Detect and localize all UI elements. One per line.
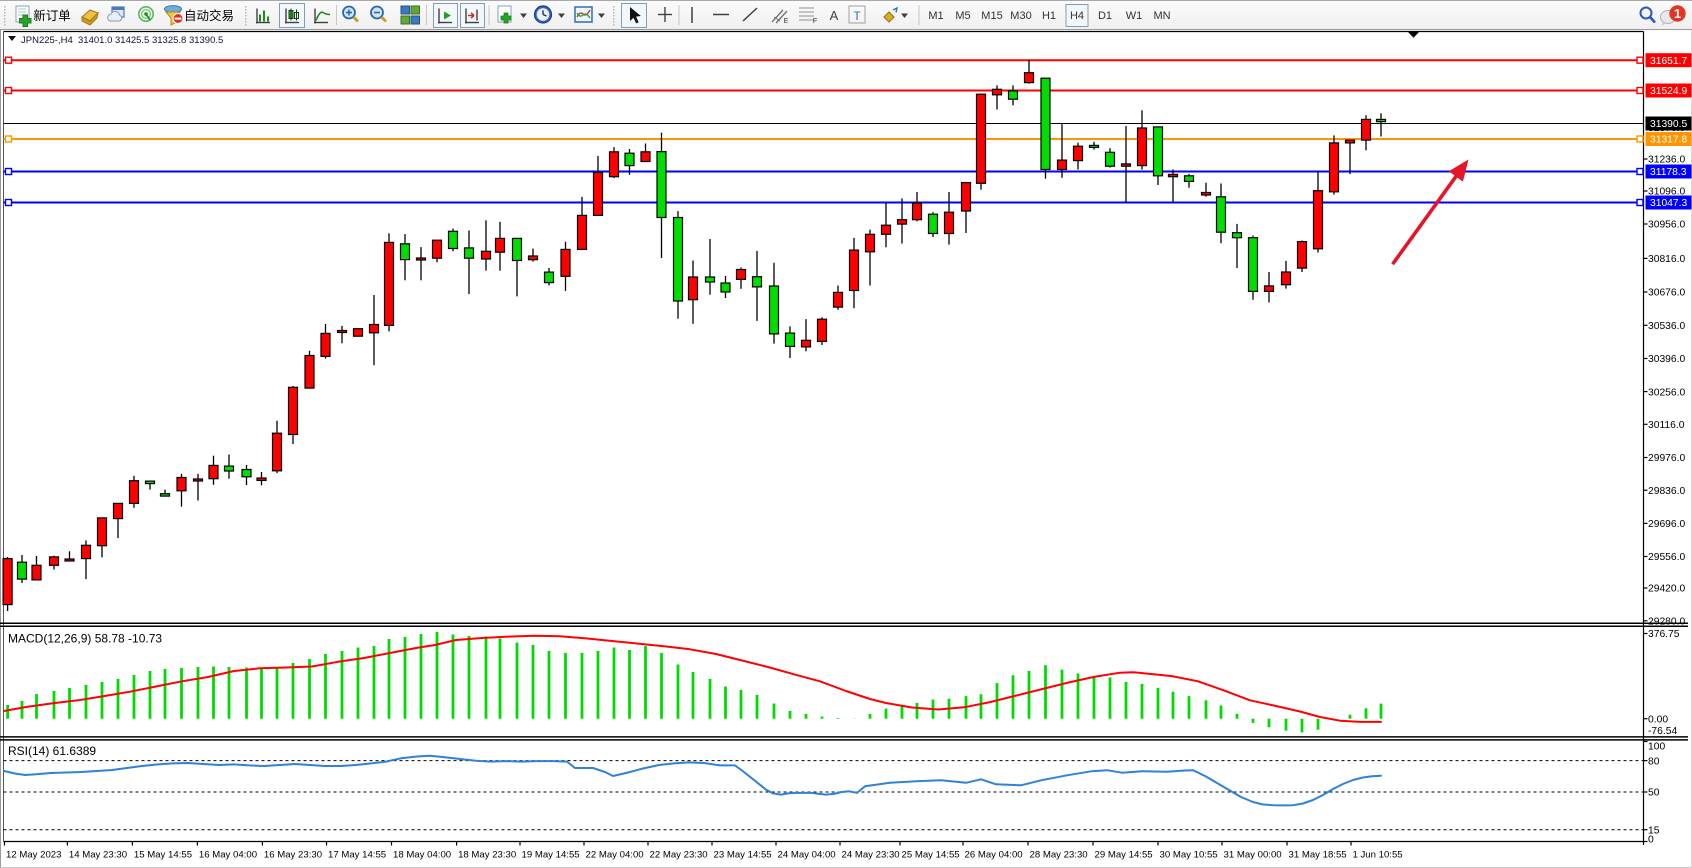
svg-text:18 May 04:00: 18 May 04:00: [393, 850, 451, 861]
svg-text:F: F: [813, 18, 817, 25]
svg-text:15 May 14:55: 15 May 14:55: [134, 850, 192, 861]
svg-text:19 May 14:55: 19 May 14:55: [522, 850, 580, 861]
svg-text:17 May 14:55: 17 May 14:55: [328, 850, 386, 861]
svg-text:26 May 04:00: 26 May 04:00: [965, 850, 1023, 861]
svg-text:24 May 04:00: 24 May 04:00: [778, 850, 836, 861]
svg-text:29976.0: 29976.0: [1648, 453, 1685, 464]
svg-text:MACD(12,26,9) 58.78 -10.73: MACD(12,26,9) 58.78 -10.73: [8, 632, 162, 646]
svg-text:23 May 14:55: 23 May 14:55: [714, 850, 772, 861]
svg-text:31390.5: 31390.5: [1650, 119, 1687, 130]
svg-text:0.00: 0.00: [1648, 714, 1668, 725]
svg-text:30116.0: 30116.0: [1648, 420, 1685, 431]
svg-text:16 May 23:30: 16 May 23:30: [264, 850, 322, 861]
svg-text:H1: H1: [1042, 10, 1056, 22]
svg-text:1: 1: [1674, 6, 1681, 21]
svg-text:31 May 18:55: 31 May 18:55: [1289, 850, 1347, 861]
svg-text:25 May 14:55: 25 May 14:55: [902, 850, 960, 861]
svg-text:H4: H4: [1070, 10, 1084, 22]
svg-text:376.75: 376.75: [1648, 629, 1680, 640]
svg-text:M5: M5: [955, 10, 970, 22]
svg-text:28 May 23:30: 28 May 23:30: [1030, 850, 1088, 861]
svg-text:-76.54: -76.54: [1648, 726, 1677, 737]
svg-text:0: 0: [1648, 834, 1654, 845]
svg-text:31236.0: 31236.0: [1648, 155, 1685, 166]
svg-text:D1: D1: [1098, 10, 1112, 22]
svg-text:30956.0: 30956.0: [1648, 220, 1685, 231]
svg-text:31524.9: 31524.9: [1650, 86, 1687, 97]
svg-text:12 May 2023: 12 May 2023: [6, 850, 61, 861]
svg-text:31317.8: 31317.8: [1650, 135, 1687, 146]
svg-text:RSI(14) 61.6389: RSI(14) 61.6389: [8, 744, 96, 758]
svg-text:29696.0: 29696.0: [1648, 519, 1685, 530]
svg-text:A: A: [830, 8, 839, 23]
svg-text:24 May 23:30: 24 May 23:30: [842, 850, 900, 861]
svg-text:100: 100: [1648, 742, 1665, 753]
svg-text:30396.0: 30396.0: [1648, 354, 1685, 365]
svg-text:M15: M15: [981, 10, 1002, 22]
svg-text:31651.7: 31651.7: [1650, 56, 1687, 67]
svg-text:T: T: [853, 9, 861, 23]
svg-text:29836.0: 29836.0: [1648, 486, 1685, 497]
svg-text:29 May 14:55: 29 May 14:55: [1095, 850, 1153, 861]
svg-text:15: 15: [1648, 825, 1660, 836]
svg-text:30676.0: 30676.0: [1648, 288, 1685, 299]
svg-text:29420.0: 29420.0: [1648, 584, 1685, 595]
svg-text:18 May 23:30: 18 May 23:30: [458, 850, 516, 861]
svg-text:30 May 10:55: 30 May 10:55: [1160, 850, 1218, 861]
svg-text:16 May 04:00: 16 May 04:00: [199, 850, 257, 861]
svg-text:自动交易: 自动交易: [184, 8, 234, 23]
svg-text:JPN225-,H4 31401.0 31425.5 31: JPN225-,H4 31401.0 31425.5 31325.8 31390…: [21, 35, 223, 46]
svg-text:29556.0: 29556.0: [1648, 552, 1685, 563]
svg-text:M1: M1: [928, 10, 943, 22]
svg-text:31 May 00:00: 31 May 00:00: [1224, 850, 1282, 861]
svg-text:31096.0: 31096.0: [1648, 187, 1685, 198]
svg-text:MN: MN: [1153, 10, 1170, 22]
svg-text:30816.0: 30816.0: [1648, 254, 1685, 265]
svg-text:30536.0: 30536.0: [1648, 321, 1685, 332]
svg-text:W1: W1: [1126, 10, 1143, 22]
svg-text:新订单: 新订单: [33, 8, 71, 23]
svg-text:22 May 04:00: 22 May 04:00: [586, 850, 644, 861]
svg-text:31047.3: 31047.3: [1650, 198, 1687, 209]
svg-text:29280.0: 29280.0: [1648, 617, 1685, 628]
svg-text:22 May 23:30: 22 May 23:30: [650, 850, 708, 861]
svg-text:31178.3: 31178.3: [1650, 167, 1687, 178]
svg-text:1 Jun 10:55: 1 Jun 10:55: [1353, 850, 1403, 861]
svg-text:M30: M30: [1010, 10, 1031, 22]
svg-text:80: 80: [1648, 756, 1660, 767]
svg-text:30256.0: 30256.0: [1648, 387, 1685, 398]
svg-text:E: E: [784, 18, 789, 25]
svg-text:14 May 23:30: 14 May 23:30: [69, 850, 127, 861]
svg-text:50: 50: [1648, 788, 1660, 799]
